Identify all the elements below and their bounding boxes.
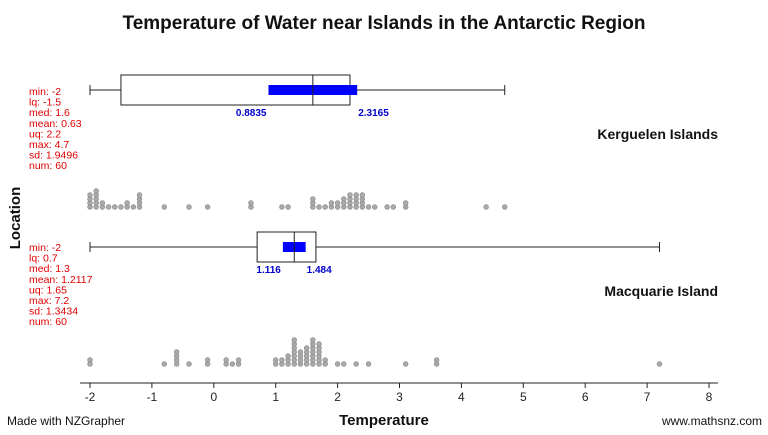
stat-line: num: 60 bbox=[29, 316, 67, 328]
data-point bbox=[279, 204, 285, 210]
x-axis: -2 -1 0 1 2 3 4 5 6 7 8 bbox=[80, 382, 718, 404]
data-point bbox=[118, 204, 124, 210]
stat-line: sd: 1.9496 bbox=[29, 150, 78, 162]
stat-line: max: 7.2 bbox=[29, 295, 69, 307]
data-point bbox=[310, 196, 316, 202]
data-point bbox=[390, 204, 397, 210]
data-point bbox=[285, 353, 291, 359]
data-point bbox=[99, 200, 106, 206]
data-point bbox=[273, 357, 279, 363]
ci-low-label: 0.8835 bbox=[236, 108, 267, 119]
data-point bbox=[161, 361, 167, 367]
stat-line: med: 1.6 bbox=[29, 107, 70, 119]
stat-line: num: 60 bbox=[29, 160, 67, 172]
data-point bbox=[433, 357, 440, 363]
data-point bbox=[229, 361, 236, 367]
data-point bbox=[112, 204, 118, 210]
stat-line: mean: 1.2117 bbox=[29, 274, 93, 286]
group-label: Macquarie Island bbox=[604, 283, 718, 299]
data-point bbox=[93, 188, 99, 194]
stat-line: uq: 2.2 bbox=[29, 128, 61, 140]
x-tick-label: 7 bbox=[644, 390, 651, 404]
data-point bbox=[316, 341, 322, 347]
x-tick-label: 4 bbox=[458, 390, 465, 404]
data-point bbox=[328, 200, 335, 206]
data-point bbox=[303, 345, 310, 351]
x-tick-label: 1 bbox=[272, 390, 279, 404]
x-tick-label: 2 bbox=[334, 390, 341, 404]
data-point bbox=[384, 204, 390, 210]
x-tick-label: 6 bbox=[582, 390, 589, 404]
data-point bbox=[334, 361, 341, 367]
data-point bbox=[223, 357, 229, 363]
data-point bbox=[365, 204, 372, 210]
data-point bbox=[173, 349, 180, 355]
stat-line: uq: 1.65 bbox=[29, 284, 67, 296]
ci-low-label: 1.116 bbox=[256, 265, 281, 276]
data-point bbox=[365, 361, 372, 367]
stat-line: max: 4.7 bbox=[29, 139, 69, 151]
data-point bbox=[372, 204, 378, 210]
stat-line: lq: -1.5 bbox=[29, 97, 61, 109]
data-point bbox=[124, 200, 130, 206]
data-point bbox=[136, 192, 143, 198]
data-point bbox=[161, 204, 167, 210]
ci-high-label: 1.484 bbox=[307, 265, 332, 276]
data-point bbox=[341, 361, 347, 367]
x-axis-label: Temperature bbox=[339, 412, 429, 429]
data-point bbox=[235, 357, 242, 363]
data-point bbox=[353, 361, 359, 367]
data-point bbox=[347, 192, 353, 198]
data-point bbox=[297, 349, 304, 355]
y-axis-label: Location bbox=[7, 187, 24, 250]
data-point bbox=[105, 204, 112, 210]
data-point bbox=[186, 204, 192, 210]
data-point bbox=[359, 192, 366, 198]
x-tick-label: -2 bbox=[85, 390, 96, 404]
stat-line: med: 1.3 bbox=[29, 263, 70, 275]
stat-line: min: -2 bbox=[29, 86, 61, 98]
data-point bbox=[402, 200, 409, 206]
x-tick-label: 5 bbox=[520, 390, 527, 404]
data-point bbox=[334, 200, 341, 206]
stat-line: mean: 0.63 bbox=[29, 118, 82, 130]
data-point bbox=[341, 196, 347, 202]
data-point bbox=[291, 337, 297, 343]
data-point bbox=[353, 192, 359, 198]
data-point bbox=[285, 204, 291, 210]
data-point bbox=[130, 204, 137, 210]
data-point bbox=[204, 357, 211, 363]
chart-title: Temperature of Water near Islands in the… bbox=[123, 13, 646, 34]
x-tick-label: 0 bbox=[210, 390, 217, 404]
data-point bbox=[186, 361, 192, 367]
footer-left: Made with NZGrapher bbox=[7, 414, 125, 428]
data-point bbox=[402, 361, 409, 367]
x-tick-label: -1 bbox=[147, 390, 158, 404]
data-point bbox=[502, 204, 508, 210]
data-point bbox=[322, 357, 328, 363]
ci-high-label: 2.3165 bbox=[358, 108, 389, 119]
x-tick-label: 3 bbox=[396, 390, 403, 404]
data-point bbox=[316, 204, 322, 210]
x-tick-label: 8 bbox=[706, 390, 713, 404]
data-point bbox=[279, 357, 285, 363]
data-point bbox=[483, 204, 489, 210]
data-point bbox=[322, 204, 328, 210]
stat-line: lq: 0.7 bbox=[29, 253, 58, 265]
data-point bbox=[656, 361, 663, 367]
data-point bbox=[87, 357, 93, 363]
group-label: Kerguelen Islands bbox=[597, 126, 718, 142]
stat-line: min: -2 bbox=[29, 242, 61, 254]
data-point bbox=[310, 337, 316, 343]
footer-right: www.mathsnz.com bbox=[661, 414, 762, 428]
stat-line: sd: 1.3434 bbox=[29, 306, 78, 318]
data-point bbox=[87, 192, 93, 198]
data-point bbox=[248, 200, 254, 206]
data-point bbox=[204, 204, 211, 210]
